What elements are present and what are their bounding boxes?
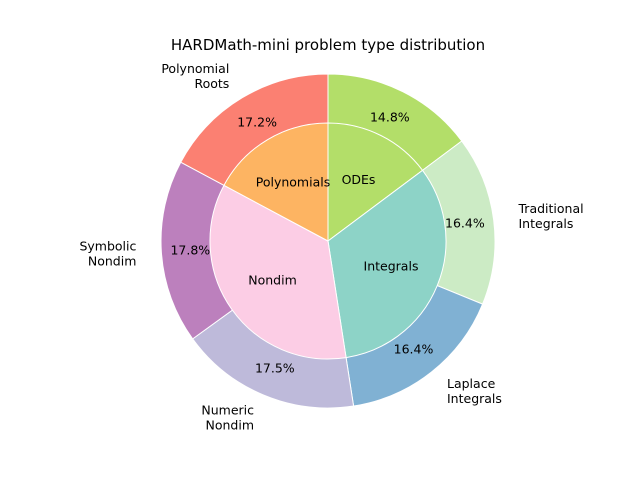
inner-label-polynomials: Polynomials [256,175,330,190]
inner-ring [209,122,447,360]
pct-label-symbolic-nondim: 17.8% [170,242,210,257]
outer-label-laplace-integrals: Laplace Integrals [447,376,502,406]
outer-label-traditional-integrals: Traditional Integrals [518,201,584,231]
inner-slice-polynomials [223,122,329,242]
labels: 14.8% 16.4% Traditional Integrals 16.4% Lapla… [79,61,583,433]
pct-label-numeric-nondim: 17.5% [255,360,295,375]
outer-label-symbolic-nondim: Symbolic Nondim [79,238,136,268]
pct-label-odes: 14.8% [370,110,410,125]
inner-slice-odes [327,122,424,242]
chart-title: HARDMath-mini problem type distribution [171,36,485,54]
inner-label-integrals: Integrals [364,259,419,274]
pct-label-polynomial-roots: 17.2% [237,115,277,130]
inner-slice-nondim [209,184,347,360]
pct-label-traditional-integrals: 16.4% [445,216,485,231]
inner-label-nondim: Nondim [248,272,297,287]
inner-slice-integrals [327,169,447,359]
inner-label-odes: ODEs [342,172,376,187]
outer-label-numeric-nondim: Numeric Nondim [201,403,254,433]
outer-label-polynomial-roots: Polynomial Roots [161,61,229,91]
pct-label-laplace-integrals: 16.4% [394,341,434,356]
